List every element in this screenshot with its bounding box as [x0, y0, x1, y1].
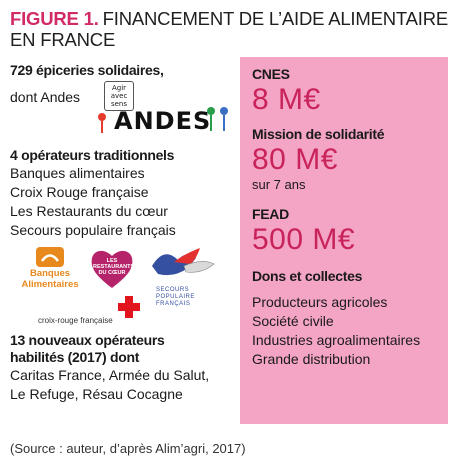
nouveaux-heading-line2: habilités (2017) dont	[10, 349, 140, 365]
croix-rouge-logo: croix-rouge française	[18, 296, 228, 326]
source-note: (Source : auteur, d’après Alim’agri, 201…	[10, 441, 246, 456]
mission-label: Mission de solidarité	[252, 126, 385, 142]
red-cross-icon	[118, 296, 140, 318]
andes-tag: Agir avec sens	[104, 81, 134, 111]
nouveaux-heading-line1: 13 nouveaux opérateurs	[10, 332, 165, 348]
andes-logo: Agir avec sens ANDES	[96, 81, 236, 137]
banques-alimentaires-logo: Banques Alimentaires	[20, 246, 80, 296]
figure-title-line2: EN FRANCE	[10, 29, 116, 50]
epiceries-sub: dont Andes	[10, 89, 81, 105]
dove-hand-icon	[152, 248, 215, 276]
left-column: 729 épiceries solidaires, dont Andes Agi…	[10, 58, 235, 404]
figure-title-line1: FINANCEMENT DE L’AIDE ALIMENTAIRE	[102, 8, 449, 29]
funding-panel: CNES 8 M€ Mission de solidarité 80 M€ su…	[240, 57, 448, 424]
dons-item: Producteurs agricoles	[252, 294, 388, 310]
fead-amount: 500 M€	[252, 223, 356, 256]
mission-amount: 80 M€	[252, 143, 338, 176]
traditionnels-item: Croix Rouge française	[10, 184, 149, 200]
andes-logo-word: ANDES	[114, 107, 212, 135]
nouveaux-items-line2: Le Refuge, Résau Cocagne	[10, 386, 183, 402]
traditionnels-item: Les Restaurants du cœur	[10, 203, 168, 219]
cnes-amount: 8 M€	[252, 83, 321, 116]
mission-sub: sur 7 ans	[252, 177, 306, 192]
dons-list: Producteurs agricoles Société civile Ind…	[252, 293, 440, 369]
figure-number: FIGURE 1.	[10, 8, 99, 29]
figure-title: FIGURE 1. FINANCEMENT DE L’AIDE ALIMENTAI…	[10, 8, 465, 50]
secours-populaire-logo: SECOURS POPULAIRE FRANÇAIS	[144, 244, 220, 307]
traditionnels-heading: 4 opérateurs traditionnels	[10, 147, 175, 163]
dons-item: Grande distribution	[252, 351, 371, 367]
fead-label: FEAD	[252, 206, 289, 222]
traditionnels-item: Secours populaire français	[10, 222, 176, 238]
epiceries-heading: 729 épiceries solidaires,	[10, 62, 164, 78]
dons-item: Société civile	[252, 313, 334, 329]
dons-label: Dons et collectes	[252, 268, 363, 284]
banques-icon	[36, 247, 64, 267]
traditionnels-item: Banques alimentaires	[10, 165, 145, 181]
heart-icon	[91, 250, 133, 288]
partner-logos: Banques Alimentaires LES RESTAURANTS DU …	[10, 244, 235, 330]
nouveaux-items-line1: Caritas France, Armée du Salut,	[10, 367, 210, 383]
restos-du-coeur-logo: LES RESTAURANTS DU CŒUR	[88, 244, 136, 294]
cnes-label: CNES	[252, 66, 290, 82]
andes-figures-icon	[98, 107, 228, 133]
dons-item: Industries agroalimentaires	[252, 332, 421, 348]
